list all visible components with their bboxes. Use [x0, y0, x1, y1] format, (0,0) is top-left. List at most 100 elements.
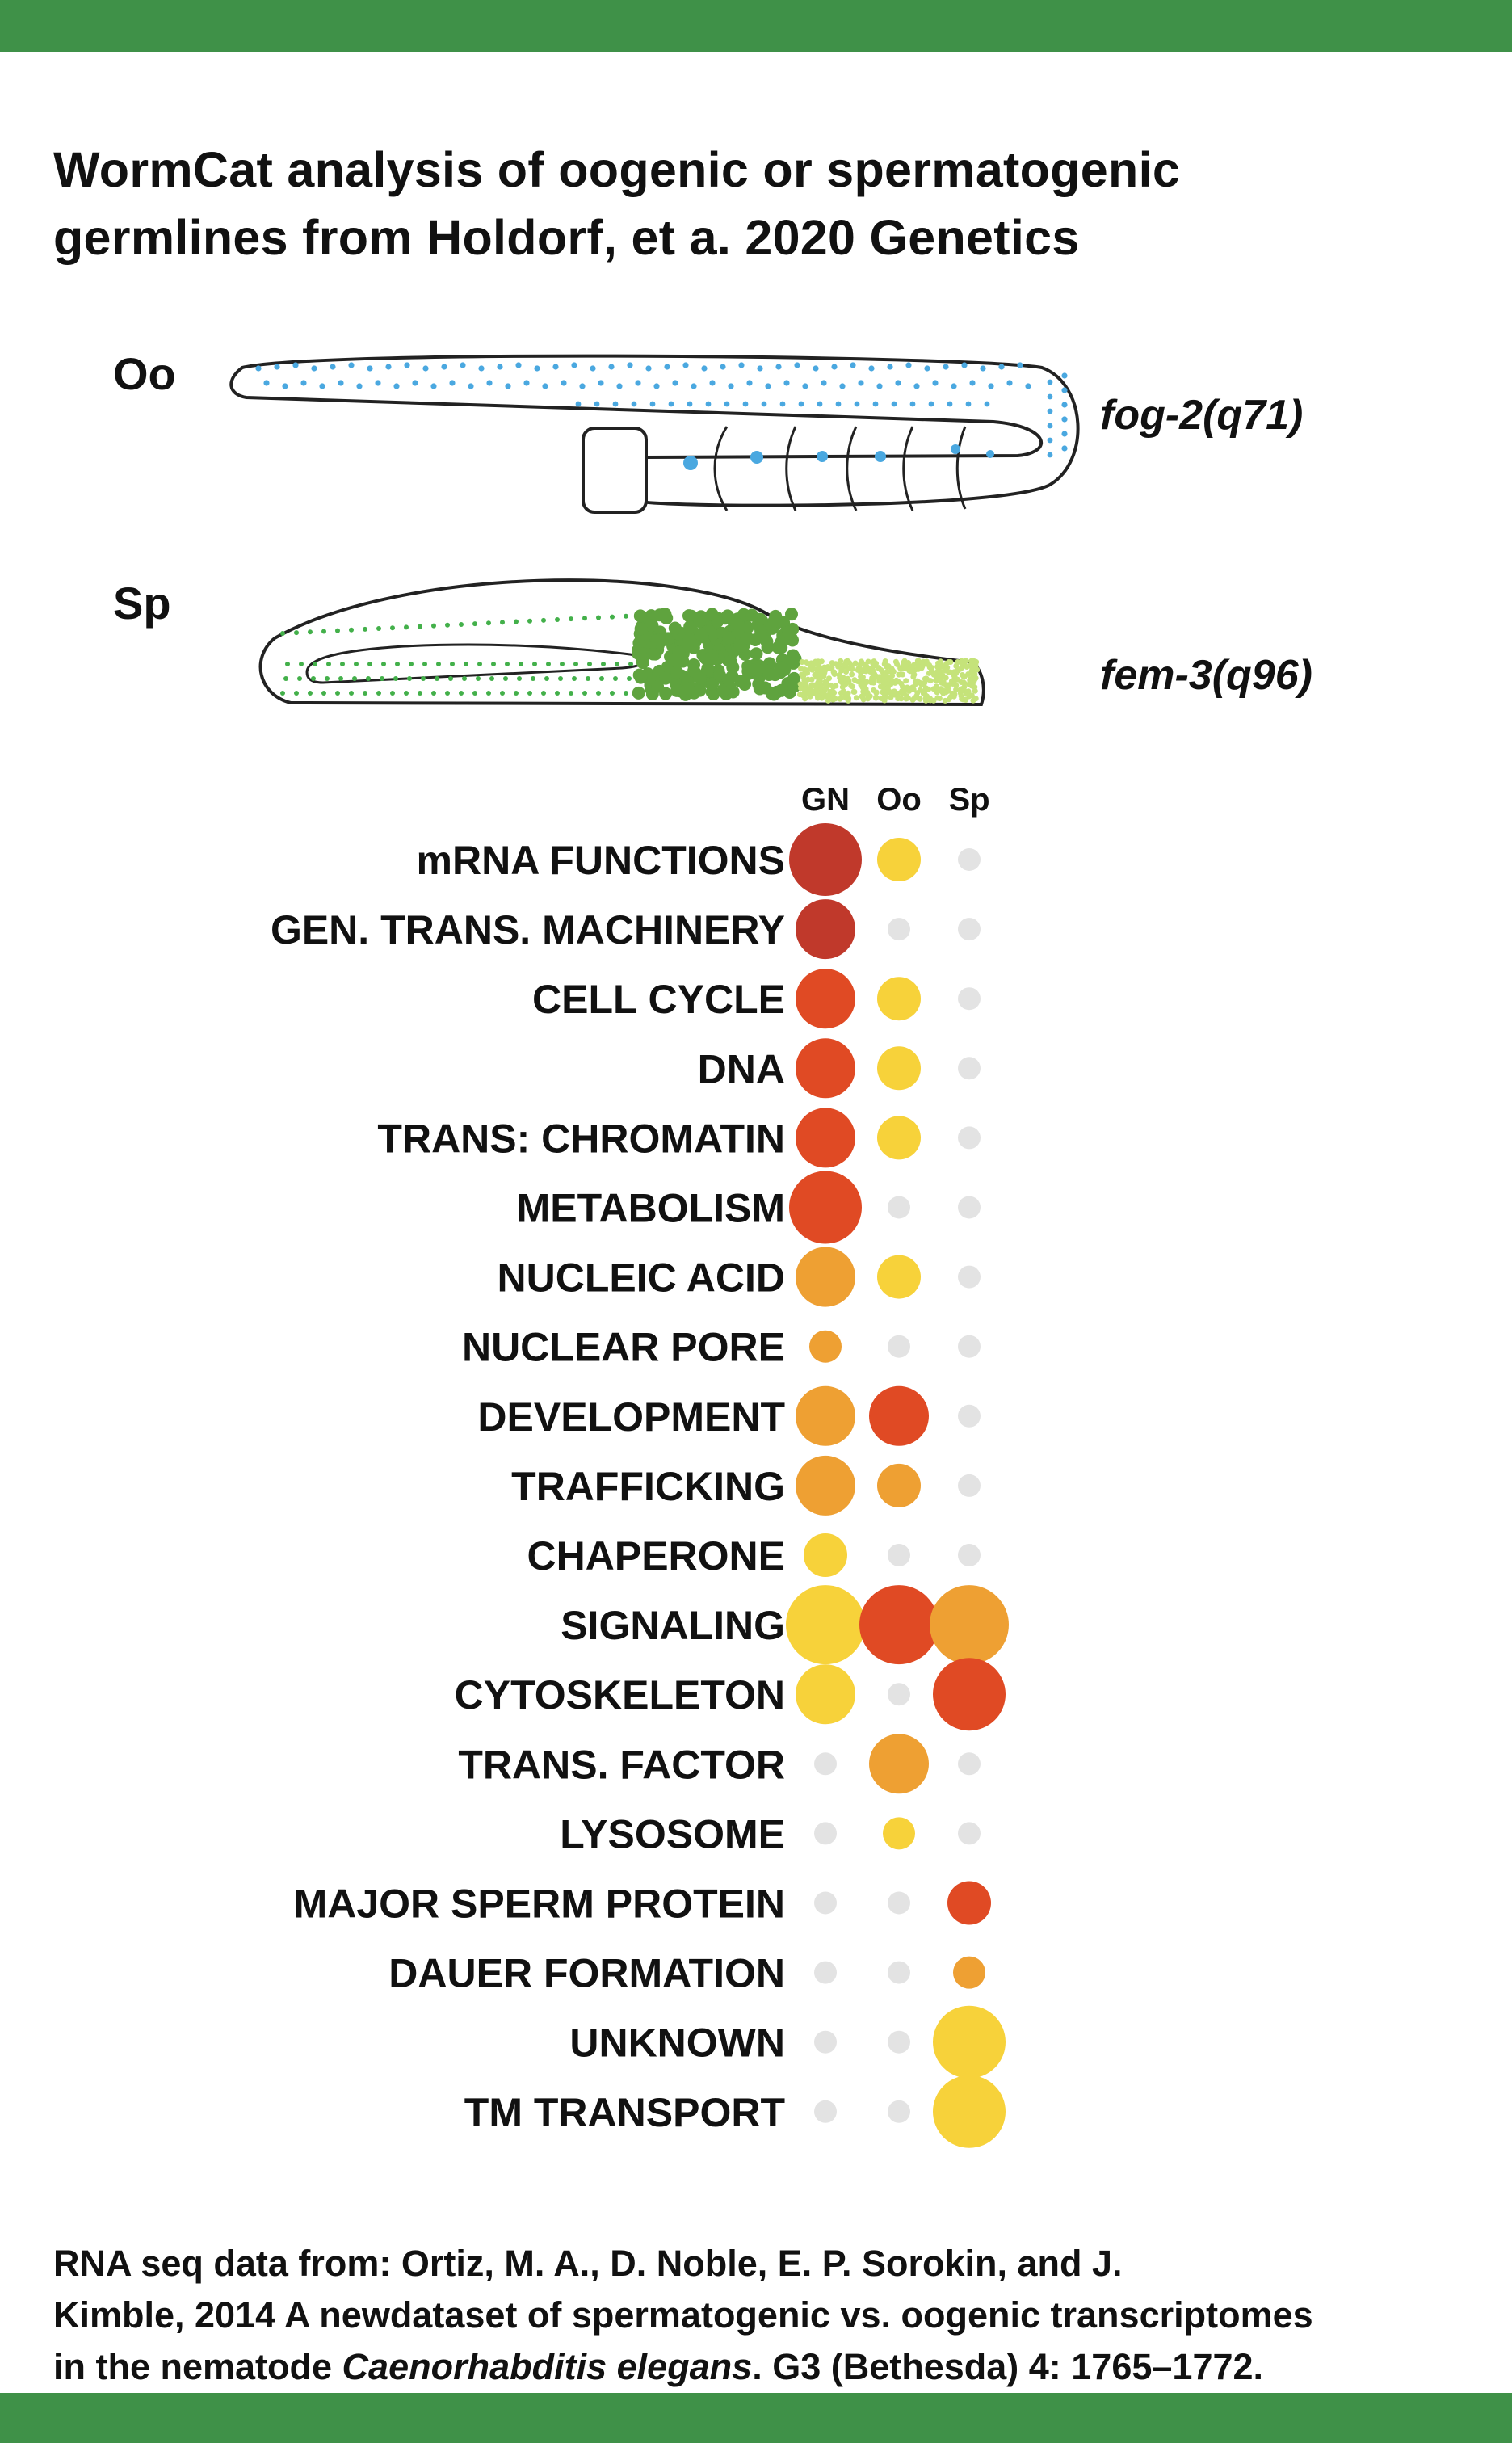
sperm-cell-dot — [489, 676, 494, 681]
sperm-cell-dot — [850, 688, 857, 695]
sperm-cell-dot — [651, 679, 665, 693]
sperm-cell-dot — [964, 691, 970, 697]
sperm-cell-dot — [877, 683, 884, 690]
spermatogenic-germline — [258, 578, 985, 707]
oogenic-germline — [229, 354, 1080, 514]
sperm-cell-dot — [867, 666, 873, 672]
sperm-cell-dot — [973, 659, 980, 666]
oocyte-nucleus-dot — [311, 365, 317, 372]
sperm-cell-dot — [930, 697, 937, 704]
sperm-cell-dot — [721, 673, 735, 687]
sperm-cell-dot — [500, 620, 505, 625]
sperm-cell-dot — [418, 691, 422, 696]
sperm-cell-dot — [459, 621, 464, 627]
oocyte-nucleus-dot — [854, 401, 860, 407]
sperm-cell-dot — [376, 626, 381, 632]
bubble-oo — [869, 1385, 929, 1446]
sperm-cell-dot — [418, 624, 422, 629]
sperm-cell-dot — [886, 688, 892, 695]
oocyte-nucleus-dot — [263, 380, 270, 386]
title-line-1: WormCat analysis of oogenic or spermatog… — [53, 142, 1181, 197]
sperm-cell-dot — [961, 684, 968, 691]
oocyte-nucleus-dot — [330, 364, 336, 370]
sperm-cell-dot — [687, 664, 701, 678]
sperm-cell-dot — [889, 673, 896, 679]
sperm-cell-dot — [646, 647, 660, 661]
sperm-cell-dot — [838, 690, 844, 696]
oocyte-nucleus-dot — [1006, 380, 1013, 386]
sperm-cell-dot — [807, 693, 813, 700]
sperm-cell-dot — [963, 658, 969, 664]
sperm-cell-dot — [422, 662, 427, 666]
oocyte-nucleus-dot — [887, 364, 893, 370]
sperm-cell-dot — [829, 689, 835, 696]
oocyte-nucleus-dot — [552, 364, 559, 370]
sperm-cell-dot — [796, 692, 803, 698]
sperm-cell-dot — [949, 669, 956, 675]
category-label: DAUER FORMATION — [388, 1951, 785, 1996]
category-label: TRAFFICKING — [511, 1464, 785, 1509]
sperm-cell-dot — [285, 662, 290, 666]
oocyte-nucleus-dot — [951, 383, 957, 389]
oocyte-nucleus-dot — [422, 365, 429, 372]
sperm-cell-dot — [284, 676, 288, 681]
sperm-cell-dot — [892, 658, 899, 665]
oocyte-nucleus-dot — [709, 380, 716, 386]
sperm-cell-dot — [352, 676, 357, 681]
oocyte-nucleus-dot — [590, 365, 596, 372]
sperm-cell-dot — [951, 677, 958, 683]
sperm-cell-dot — [910, 662, 917, 668]
bubble-sp — [958, 1404, 981, 1428]
sperm-cell-dot — [294, 691, 299, 696]
sperm-cell-dot — [462, 676, 467, 681]
oocyte-nucleus-dot — [612, 401, 619, 407]
oocyte-nucleus-dot — [594, 401, 600, 407]
sperm-cell-dot — [746, 663, 759, 677]
oocyte-nucleus-dot — [635, 380, 641, 386]
oocyte-nucleus-dot — [672, 380, 678, 386]
sperm-cell-dot — [901, 688, 908, 695]
oocyte-nucleus-dot — [802, 383, 808, 389]
citation-line-1: RNA seq data from: Ortiz, M. A., D. Nobl… — [53, 2243, 1123, 2284]
sperm-cell-dot — [569, 691, 573, 696]
oocyte-nucleus-dot — [375, 380, 381, 386]
sperm-cell-dot — [694, 627, 708, 641]
sperm-cell-dot — [707, 687, 720, 701]
oocyte-nucleus-dot — [571, 362, 578, 368]
sperm-cell-dot — [787, 656, 800, 670]
sperm-cell-dot — [955, 658, 961, 665]
oocyte-nucleus-dot — [839, 383, 846, 389]
oocyte-nucleus-dot — [683, 456, 698, 470]
sperm-cell-dot — [421, 676, 426, 681]
bubble-oo — [888, 1683, 910, 1706]
sperm-cell-dot — [923, 661, 930, 667]
oocyte-nucleus-dot — [1061, 402, 1068, 408]
oocyte-nucleus-dot — [909, 401, 916, 407]
oocyte-nucleus-dot — [951, 444, 960, 454]
sperm-cell-dot — [803, 679, 809, 686]
oocyte-nucleus-dot — [515, 362, 522, 368]
sperm-cell-dot — [914, 658, 921, 664]
sperm-cell-dot — [926, 670, 932, 676]
sperm-cell-dot — [844, 658, 850, 664]
oocyte-nucleus-dot — [980, 365, 986, 372]
oocyte-nucleus-dot — [631, 401, 637, 407]
oocyte-nucleus-dot — [835, 401, 842, 407]
bubble-sp — [958, 1474, 981, 1497]
sperm-cell-dot — [393, 676, 398, 681]
sperm-cell-dot — [404, 691, 409, 696]
sperm-cell-dot — [767, 615, 781, 629]
oo-genotype: fog-2(q71) — [1100, 392, 1304, 439]
sperm-cell-dot — [436, 662, 441, 666]
oocyte-nucleus-dot — [905, 362, 912, 368]
bubble-sp — [958, 1752, 981, 1776]
oocyte-nucleus-dot — [645, 365, 652, 372]
sperm-cell-dot — [486, 691, 491, 696]
sperm-cell-dot — [381, 662, 386, 666]
sperm-cell-dot — [313, 662, 317, 666]
bubble-gn — [796, 1247, 855, 1307]
sperm-cell-dot — [878, 695, 884, 701]
category-label: TM TRANSPORT — [464, 2090, 785, 2135]
sperm-cell-dot — [881, 661, 888, 667]
oocyte-nucleus-dot — [761, 401, 767, 407]
